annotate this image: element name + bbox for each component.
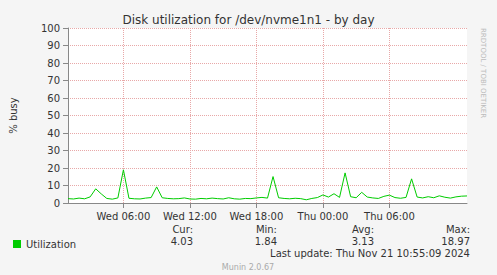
svg-text:60: 60 [47, 93, 60, 104]
svg-text:Disk utilization for /dev/nvme: Disk utilization for /dev/nvme1n1 - by d… [122, 13, 374, 27]
svg-text:Thu 00:00: Thu 00:00 [297, 211, 349, 222]
svg-text:70: 70 [47, 75, 60, 86]
svg-text:3.13: 3.13 [352, 236, 374, 247]
svg-text:30: 30 [47, 145, 60, 156]
svg-text:RRDTOOL / TOBI OETIKER: RRDTOOL / TOBI OETIKER [479, 28, 487, 118]
svg-text:Wed 18:00: Wed 18:00 [230, 211, 284, 222]
svg-text:Utilization: Utilization [26, 239, 76, 250]
svg-text:100: 100 [41, 23, 60, 34]
svg-text:Wed 06:00: Wed 06:00 [97, 211, 151, 222]
svg-text:Max:: Max: [446, 224, 470, 235]
svg-text:80: 80 [47, 58, 60, 69]
svg-text:18.97: 18.97 [441, 236, 470, 247]
svg-text:50: 50 [47, 110, 60, 121]
svg-text:40: 40 [47, 128, 60, 139]
svg-text:Munin 2.0.67: Munin 2.0.67 [222, 263, 274, 272]
svg-text:10: 10 [47, 180, 60, 191]
svg-text:90: 90 [47, 40, 60, 51]
svg-text:0: 0 [54, 198, 60, 209]
svg-text:Avg:: Avg: [352, 224, 374, 235]
svg-text:Min:: Min: [256, 224, 277, 235]
svg-text:Cur:: Cur: [172, 224, 193, 235]
svg-text:20: 20 [47, 163, 60, 174]
svg-text:% busy: % busy [8, 97, 19, 134]
svg-text:1.84: 1.84 [255, 236, 277, 247]
svg-text:Last update: Thu Nov 21 10:55:: Last update: Thu Nov 21 10:55:09 2024 [270, 248, 470, 259]
svg-text:4.03: 4.03 [171, 236, 193, 247]
svg-text:Wed 12:00: Wed 12:00 [163, 211, 217, 222]
svg-text:Thu 06:00: Thu 06:00 [363, 211, 415, 222]
